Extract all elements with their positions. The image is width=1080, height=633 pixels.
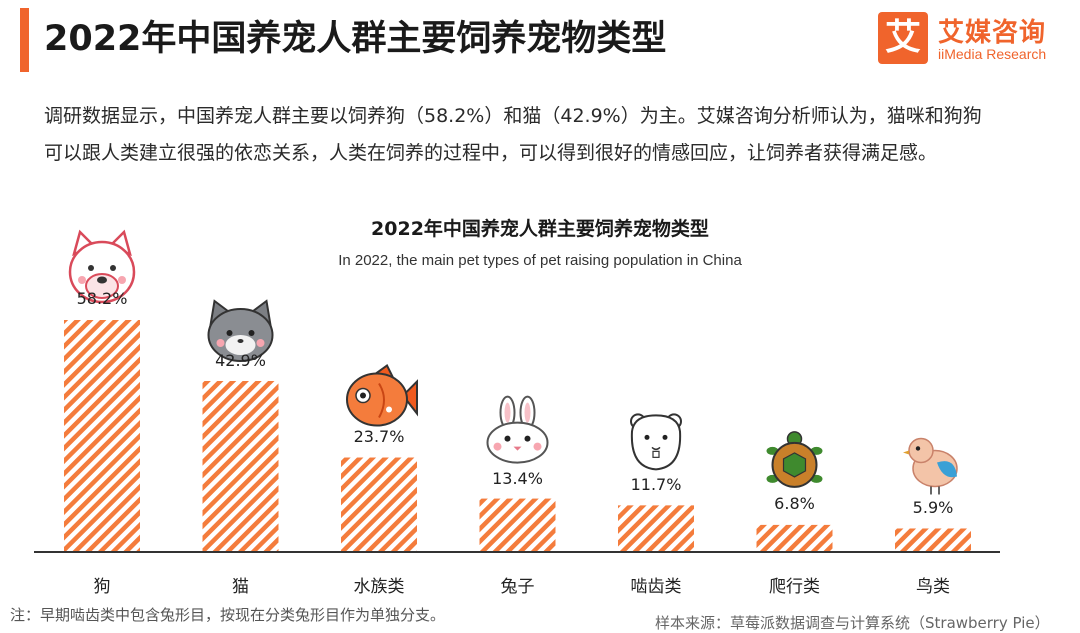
title-accent-bar — [20, 8, 29, 72]
bar — [202, 380, 279, 552]
category-label: 狗 — [94, 577, 111, 597]
bar — [618, 505, 694, 552]
bird-icon — [903, 437, 958, 495]
value-label: 11.7% — [631, 475, 682, 494]
bar — [479, 498, 556, 552]
value-label: 42.9% — [215, 351, 266, 370]
category-label: 兔子 — [501, 577, 535, 597]
chart-title: 2022年中国养宠人群主要饲养宠物类型 — [371, 218, 709, 240]
fish-icon — [346, 364, 418, 427]
brand-logo: 艾 艾媒咨询 iiMedia Research — [878, 12, 1068, 68]
logo-name-en: iiMedia Research — [938, 46, 1047, 62]
value-label: 13.4% — [492, 469, 543, 488]
value-label: 58.2% — [77, 289, 128, 308]
description-text: 调研数据显示，中国养宠人群主要以饲养狗（58.2%）和猫（42.9%）为主。艾媒… — [44, 105, 982, 164]
chart-subtitle: In 2022, the main pet types of pet raisi… — [338, 252, 742, 269]
bar — [64, 320, 140, 552]
logo-mark-icon: 艾 — [878, 12, 928, 64]
value-label: 5.9% — [913, 498, 954, 517]
category-label: 啮齿类 — [631, 577, 682, 597]
rabbit-icon — [486, 395, 549, 464]
hamster-icon — [630, 413, 682, 471]
footnote: 注：早期啮齿类中包含兔形目，按现在分类兔形目作为单独分支。 — [10, 606, 446, 624]
data-source: 样本来源：草莓派数据调查与计算系统（Strawberry Pie） — [655, 614, 1050, 632]
bar — [341, 457, 417, 552]
bar — [895, 528, 971, 552]
value-label: 23.7% — [354, 427, 405, 446]
value-label: 6.8% — [774, 494, 815, 513]
logo-name-cn: 艾媒咨询 — [938, 18, 1047, 48]
category-label: 猫 — [232, 577, 249, 597]
bar — [756, 524, 833, 552]
category-label: 水族类 — [354, 577, 405, 597]
cat-icon — [207, 299, 274, 362]
category-label: 鸟类 — [916, 577, 950, 597]
page-title: 2022年中国养宠人群主要饲养宠物类型 — [44, 19, 667, 59]
turtle-icon — [766, 431, 823, 488]
dog-icon — [68, 229, 136, 304]
category-label: 爬行类 — [769, 577, 820, 597]
